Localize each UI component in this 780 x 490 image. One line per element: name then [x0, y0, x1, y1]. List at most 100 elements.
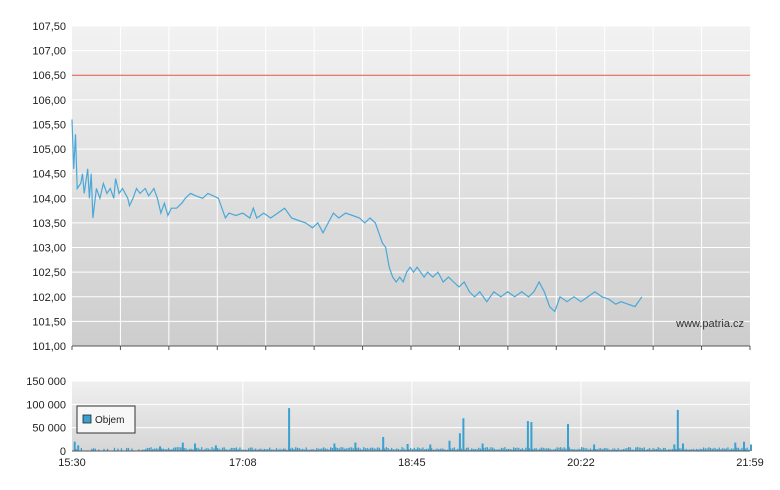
volume-bar [166, 449, 168, 451]
volume-bar [526, 421, 529, 451]
volume-bar [314, 449, 316, 451]
volume-bar [234, 448, 236, 451]
volume-bar [641, 448, 644, 451]
volume-bar [697, 449, 699, 451]
volume-bar [535, 448, 537, 451]
volume-bar [638, 447, 640, 451]
volume-bar [181, 442, 184, 451]
volume-y-tick-label: 50 000 [32, 423, 66, 435]
volume-bar [544, 448, 546, 451]
volume-bar [519, 449, 522, 451]
volume-bar [418, 448, 421, 451]
volume-bar [389, 449, 391, 451]
price-series-line [71, 119, 643, 313]
volume-bar [648, 448, 651, 451]
volume-bar [572, 449, 574, 451]
volume-bar [474, 448, 476, 451]
volume-bar [716, 449, 719, 451]
volume-bar [305, 447, 307, 451]
volume-bar [336, 447, 339, 451]
volume-bar [357, 447, 360, 451]
volume-bar [744, 448, 747, 451]
volume-bar [594, 449, 597, 451]
volume-bar [176, 447, 178, 451]
volume-bar [422, 447, 424, 451]
volume-bar [481, 443, 484, 451]
volume-bar [438, 449, 440, 451]
volume-bar [748, 449, 750, 451]
volume-bar [370, 447, 372, 451]
volume-plot-background [72, 381, 750, 451]
price-y-tick-label: 103,50 [32, 218, 66, 230]
volume-bar [167, 447, 170, 451]
price-y-tick-label: 103,00 [32, 243, 66, 255]
volume-bar [495, 449, 497, 451]
volume-bar [169, 449, 171, 451]
volume-bar [171, 449, 173, 451]
volume-bar [316, 448, 318, 451]
volume-bar [687, 449, 689, 451]
volume-bar [640, 447, 642, 451]
volume-bar [286, 449, 288, 451]
volume-bar [216, 448, 218, 451]
volume-bar [446, 449, 448, 451]
price-y-tick-label: 105,00 [32, 144, 66, 156]
volume-bar [377, 447, 379, 451]
volume-bar [307, 449, 309, 451]
volume-x-tick-labels: 15:30 17:08 18:45 20:22 21:59 [58, 457, 764, 469]
volume-bar [424, 449, 426, 451]
volume-bar [499, 449, 501, 451]
volume-bar [343, 448, 346, 451]
volume-bar [384, 448, 386, 451]
volume-bar [598, 448, 600, 451]
volume-bar [586, 448, 588, 451]
volume-bar [614, 448, 616, 451]
volume-bar [80, 448, 82, 451]
volume-bar [291, 447, 293, 451]
volume-bar [720, 449, 722, 451]
volume-bar [450, 448, 452, 451]
volume-bar [106, 448, 109, 451]
volume-bar [392, 449, 394, 451]
volume-bar [537, 449, 539, 451]
volume-bar [183, 448, 185, 451]
volume-bar [225, 449, 227, 451]
volume-bar [387, 448, 389, 451]
volume-bar [652, 448, 654, 451]
volume-bar [605, 448, 607, 451]
volume-bar [406, 444, 409, 451]
volume-bar [153, 448, 156, 451]
volume-bar [317, 448, 320, 451]
price-y-tick-label: 106,00 [32, 95, 66, 107]
volume-bar [685, 448, 687, 451]
volume-bar [659, 448, 661, 451]
volume-bar [476, 449, 478, 451]
volume-bar [272, 449, 274, 451]
volume-bar [603, 448, 605, 451]
volume-bar [399, 449, 401, 451]
legend-swatch [82, 414, 92, 424]
volume-bar [350, 447, 353, 451]
volume-bar [563, 447, 565, 451]
volume-bar [293, 448, 295, 451]
volume-bar [352, 448, 354, 451]
volume-bar [561, 448, 564, 451]
price-y-tick-label: 101,00 [32, 341, 66, 353]
volume-bar [732, 448, 734, 451]
volume-bar [274, 449, 276, 451]
volume-bar [256, 449, 259, 451]
volume-bar [452, 448, 454, 451]
volume-bar [628, 447, 630, 451]
volume-bar [727, 447, 729, 451]
volume-panel: 150 000 100 000 50 000 0 15:30 17:08 18:45 20:… [26, 376, 764, 469]
volume-bar [750, 444, 752, 451]
volume-bar [345, 448, 347, 451]
volume-bar [244, 449, 246, 451]
volume-bar [542, 447, 544, 451]
price-y-tick-label: 107,50 [32, 21, 66, 33]
volume-bar [340, 447, 342, 451]
volume-bar [246, 449, 248, 451]
volume-bar [577, 448, 579, 451]
volume-bar [518, 447, 520, 451]
volume-bar [188, 448, 191, 451]
